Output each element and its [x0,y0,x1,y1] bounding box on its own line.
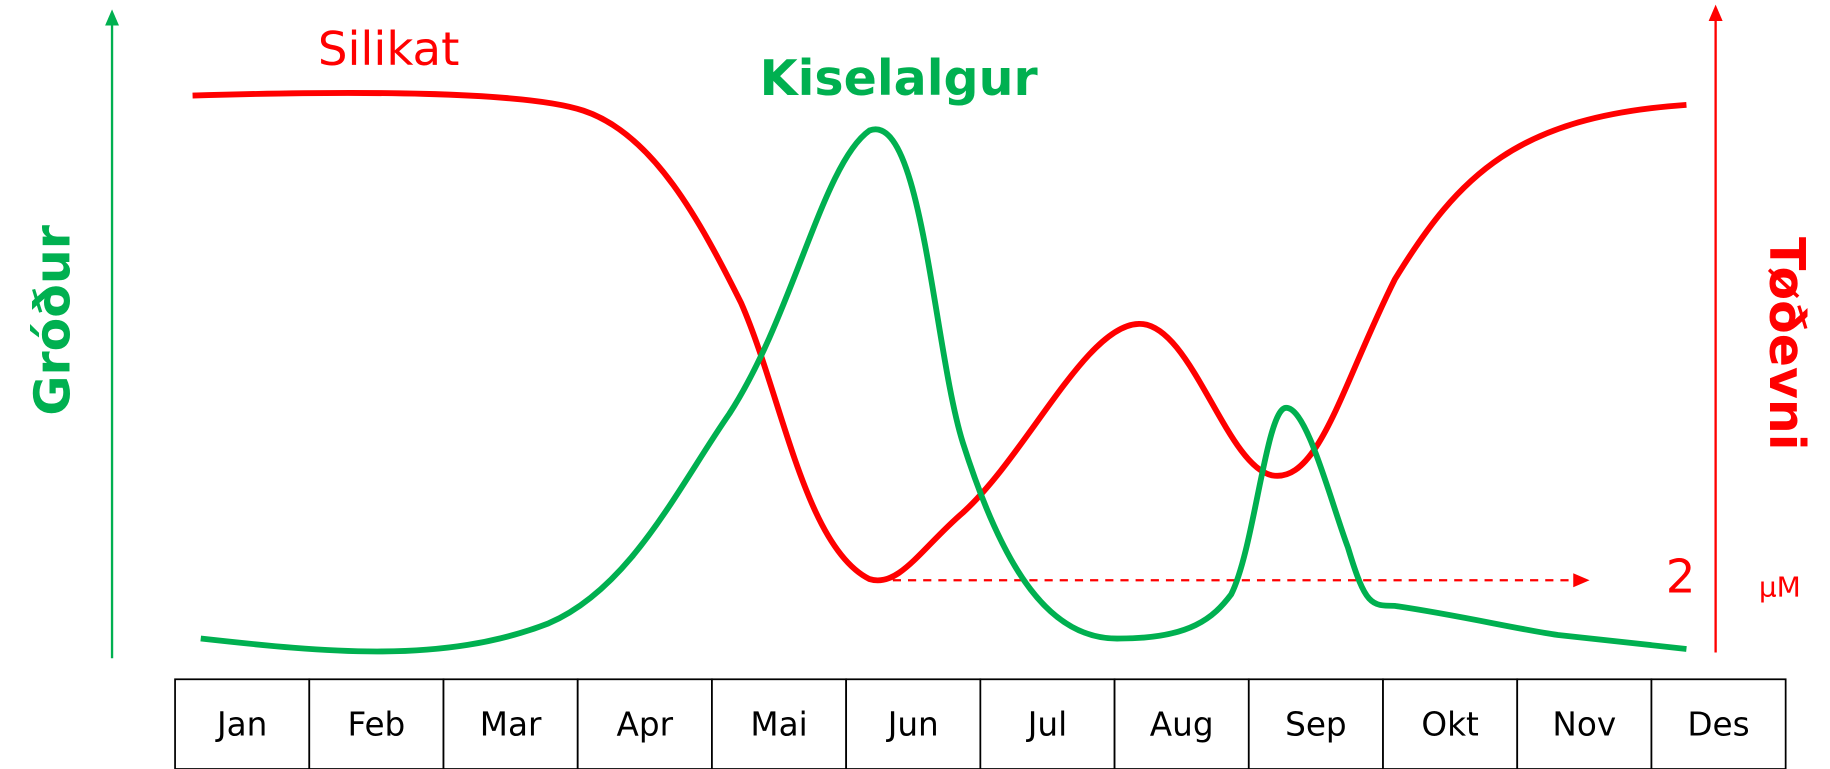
kiselalgur-curve [200,126,1687,655]
month-label: Mar [480,705,542,743]
month-label: Apr [617,705,674,743]
left-axis-label: Gróður [24,225,81,415]
month-cell [711,678,848,769]
month-label: Jul [1026,705,1067,743]
month-label: Aug [1150,705,1214,743]
month-label: Jan [215,705,267,743]
month-cell [1650,678,1787,769]
month-label: Nov [1552,705,1616,743]
month-label: Des [1687,705,1749,743]
silikat-curve [192,90,1687,584]
unit-label: μM [1759,570,1801,603]
month-label: Okt [1421,705,1479,743]
month-cell [1516,678,1653,769]
silikat-label: Silikat [318,22,460,76]
month-cell [174,678,311,769]
month-label: Mai [750,705,807,743]
right-axis-label: Tøðevni [1758,237,1815,450]
month-cell [576,678,713,769]
month-label: Sep [1285,705,1347,743]
month-table: Jan Feb Mar Apr Mai Jun Jul Aug Sep Okt Nov Des [174,678,1787,769]
month-cell [845,678,982,769]
kiselalgur-label: Kiselalgur [760,50,1038,107]
month-label: Jun [886,705,939,743]
month-cell [442,678,579,769]
month-cell [1247,678,1384,769]
min-value-label: 2 [1666,550,1696,604]
month-label: Feb [347,705,405,743]
